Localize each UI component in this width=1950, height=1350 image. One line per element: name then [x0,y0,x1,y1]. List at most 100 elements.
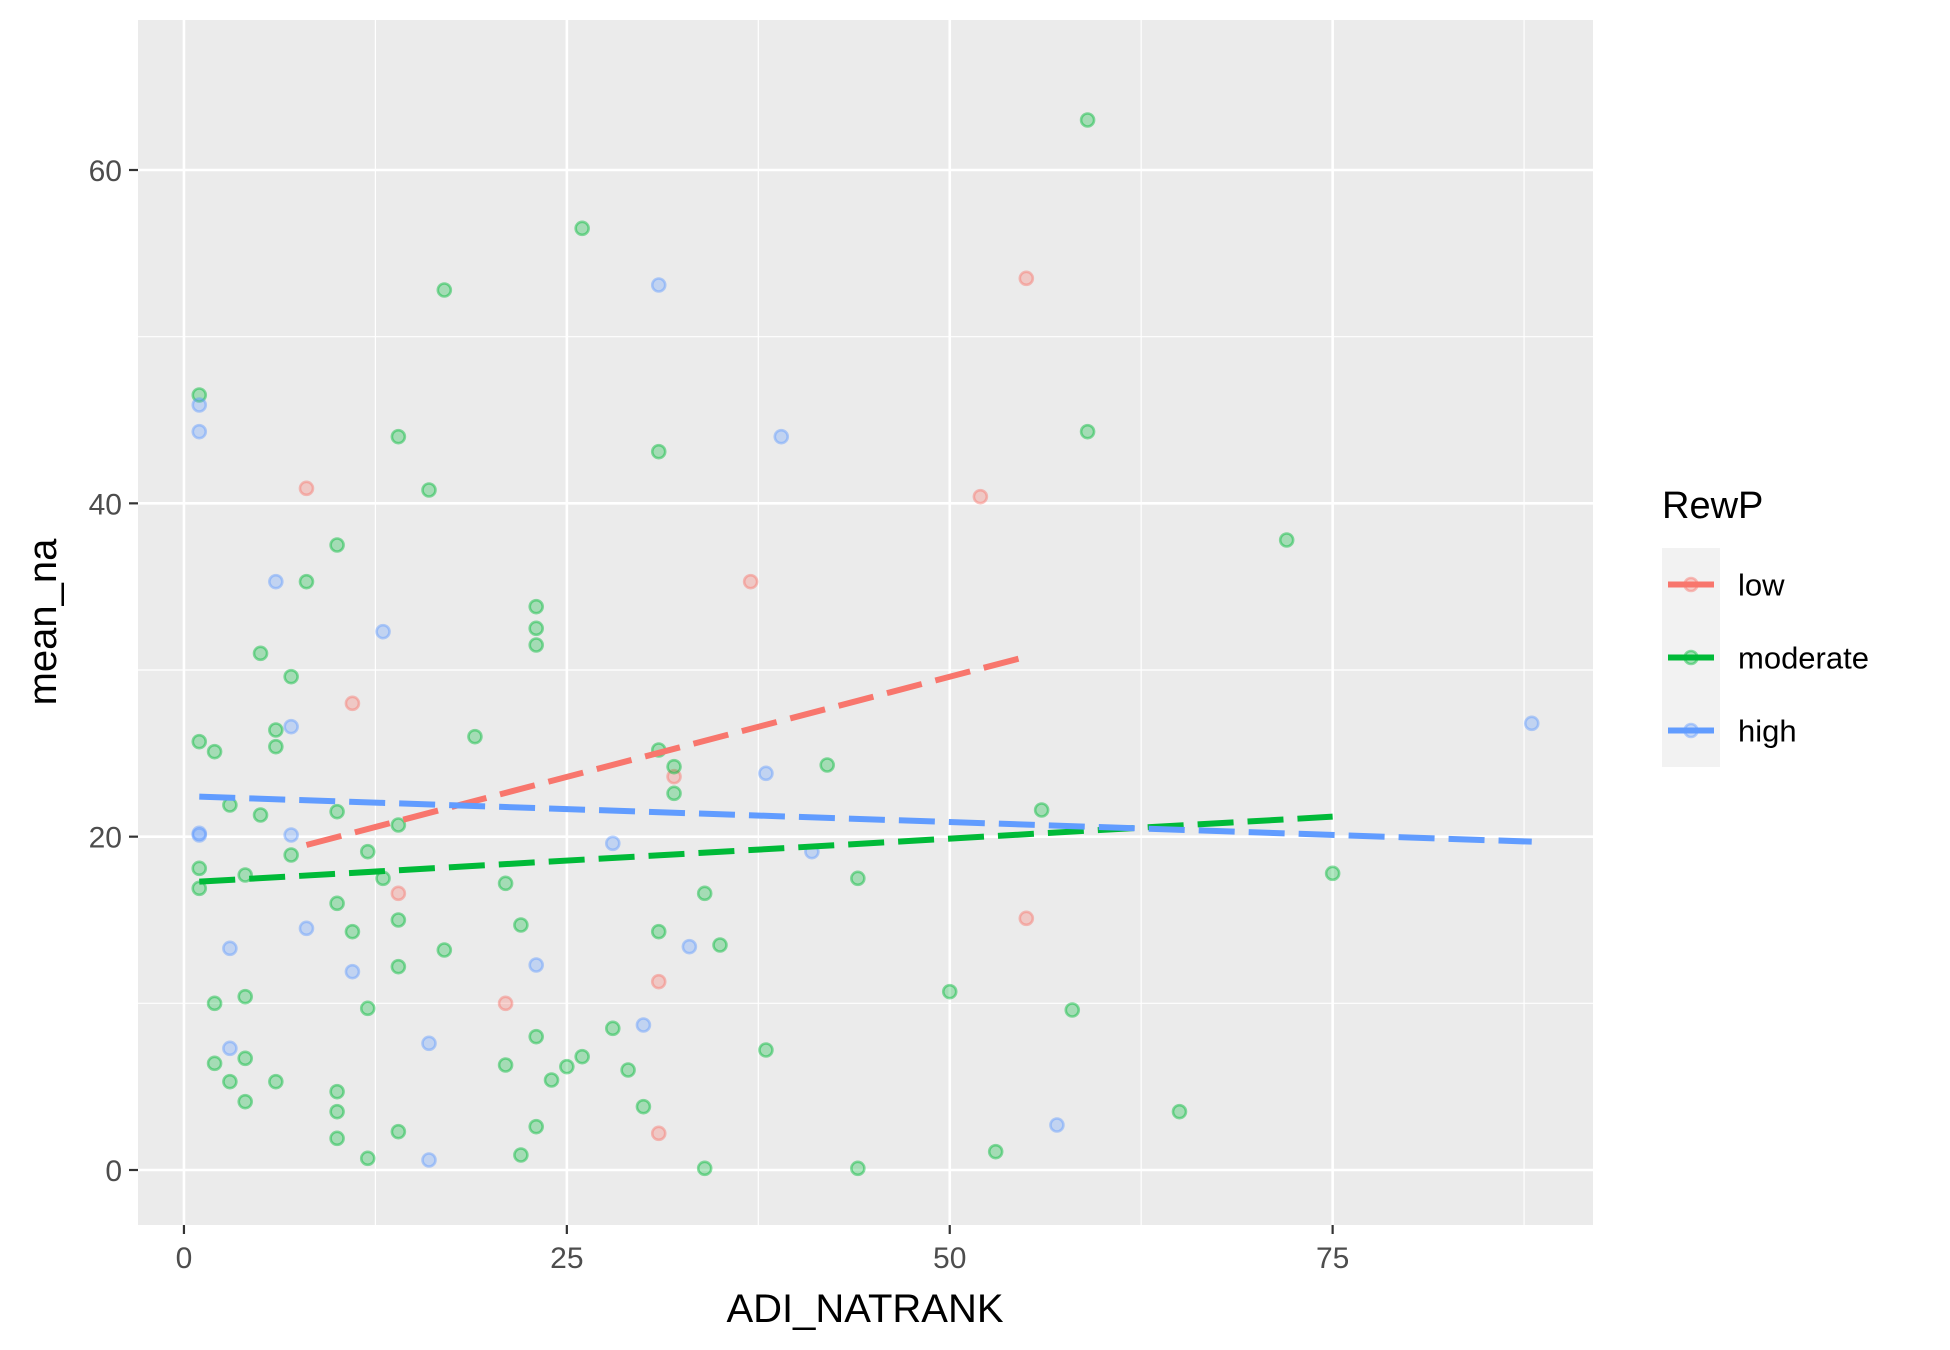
data-point-moderate [987,1143,1004,1160]
data-points [191,112,1540,1177]
x-axis-label: ADI_NATRANK [726,1287,1003,1331]
data-point-moderate [206,995,223,1012]
x-tick-label: 0 [176,1242,193,1275]
plot-panel [138,20,1593,1225]
legend-label-high: high [1738,714,1797,749]
legend-keys: low moderate high [1662,548,1869,767]
data-point-moderate [941,983,958,1000]
y-tick-label: 40 [89,488,122,521]
data-point-moderate [712,937,728,953]
data-point-high [773,428,790,445]
data-point-moderate [206,1055,223,1072]
data-point-moderate [650,443,667,460]
data-point-low [972,488,989,505]
data-point-moderate [650,923,667,940]
x-tick-label: 25 [550,1242,583,1275]
data-point-moderate [268,738,284,755]
data-point-high [191,827,208,843]
data-point-moderate [1278,532,1295,548]
data-point-moderate [421,482,437,498]
data-point-low [344,695,361,712]
data-point-moderate [237,1093,254,1110]
trend-line-high [199,793,1532,845]
data-point-moderate [359,1000,376,1017]
data-point-low [666,768,682,785]
data-point-moderate [696,1160,713,1177]
trend-lines [199,653,1532,885]
data-point-moderate [298,573,315,590]
data-point-moderate [635,1098,652,1115]
data-point-moderate [436,942,453,958]
data-point-moderate [1064,1002,1081,1018]
data-point-moderate [513,1147,529,1163]
data-point-moderate [436,282,453,298]
data-point-high [222,940,238,957]
data-point-high [635,1017,652,1033]
data-point-moderate [359,843,376,860]
data-point-moderate [467,728,483,745]
data-point-moderate [191,880,208,897]
legend-label-moderate: moderate [1738,641,1869,676]
legend: RewP low moderate high [1662,485,1869,767]
data-point-moderate [1079,423,1096,440]
data-point-moderate [696,885,713,902]
data-point-moderate [528,1118,545,1135]
data-point-moderate [252,807,269,823]
data-point-high [650,277,667,293]
data-point-moderate [222,1073,238,1090]
data-point-moderate [604,1020,621,1037]
data-point-moderate [390,958,407,975]
data-point-low [497,995,514,1012]
data-point-moderate [206,743,223,760]
data-point-moderate [1171,1103,1188,1120]
x-axis: 0 25 50 75 [176,1225,1349,1275]
data-point-moderate [191,860,208,877]
data-point-moderate [237,988,254,1005]
data-point-moderate [268,1073,284,1090]
data-point-high [375,623,391,640]
data-point-moderate [497,875,514,892]
data-point-moderate [237,867,254,883]
data-point-low [650,973,667,990]
data-point-moderate [543,1072,560,1088]
data-point-moderate [390,912,407,928]
data-point-high [421,1035,437,1052]
data-point-moderate [329,1130,345,1147]
data-point-moderate [390,817,407,833]
y-axis-label: mean_na [21,538,65,706]
data-point-moderate [850,1160,866,1177]
y-tick-label: 0 [105,1155,122,1188]
x-tick-label: 50 [933,1242,966,1275]
data-point-high [681,938,698,955]
trend-line-moderate [199,813,1333,885]
data-point-high [191,397,208,413]
data-point-moderate [268,722,284,738]
data-point-low [742,573,759,590]
data-point-moderate [620,1062,636,1078]
data-point-high [298,920,315,937]
data-point-moderate [819,757,836,773]
data-point-high [1049,1117,1065,1133]
data-point-low [1018,270,1035,287]
data-point-moderate [329,803,345,820]
legend-label-low: low [1738,568,1785,603]
data-point-high [283,718,299,735]
data-point-moderate [559,1058,575,1075]
data-point-moderate [574,1048,590,1065]
data-point-high [421,1152,437,1168]
data-point-high [1523,715,1540,732]
data-point-high [222,1040,238,1057]
data-point-moderate [390,1123,407,1140]
data-point-moderate [329,1103,345,1120]
trend-line-low [305,653,1028,848]
y-tick-label: 60 [89,155,122,188]
data-point-moderate [528,1028,545,1045]
data-point-moderate [359,1150,376,1167]
data-point-moderate [666,758,682,775]
data-point-moderate [390,428,407,445]
data-point-moderate [283,847,299,863]
data-point-moderate [191,387,208,403]
data-point-low [390,885,407,902]
data-point-high [268,573,284,590]
data-point-high [344,963,361,980]
